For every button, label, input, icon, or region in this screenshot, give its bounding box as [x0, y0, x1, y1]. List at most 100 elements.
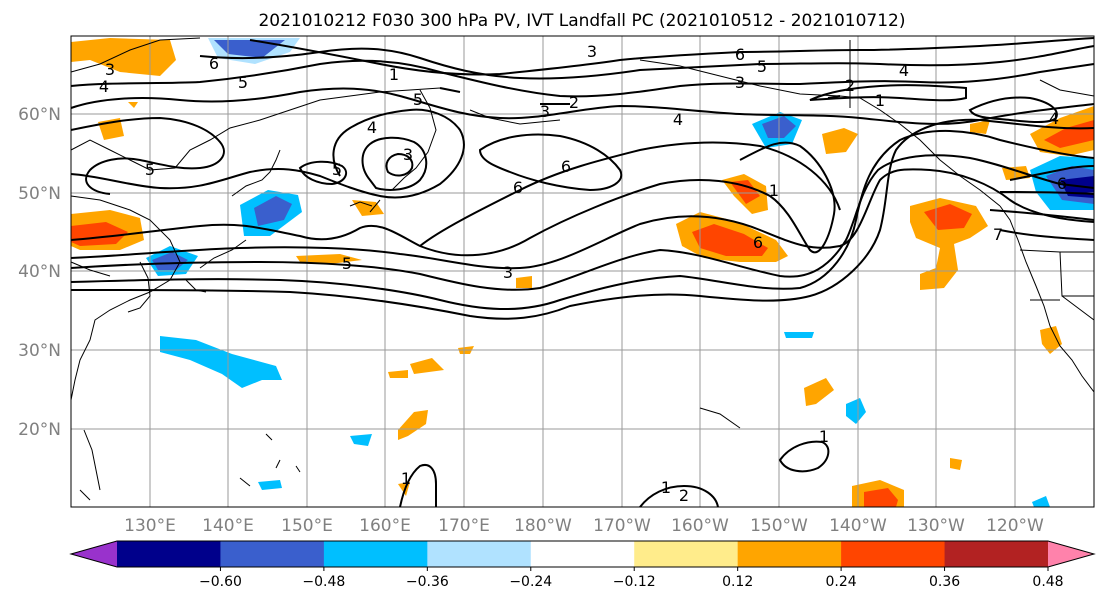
korea-coastline: [127, 261, 151, 313]
contour-label: 3: [503, 263, 513, 282]
pv-contour-line: [778, 440, 830, 473]
colorbar-segment: [117, 541, 221, 567]
pv-contour-line: [249, 37, 1095, 76]
pv-contour-line: [1009, 165, 1095, 181]
colorbar-segment: [737, 541, 842, 567]
contour-label: 6: [753, 233, 763, 252]
contour-label: 4: [899, 61, 909, 80]
negative-anomaly-patch: [214, 40, 285, 58]
pv-contour-line: [361, 136, 428, 191]
lon-label: 160°W: [671, 516, 729, 536]
contour-label: 6: [1057, 174, 1067, 193]
colorbar: −0.60 −0.48 −0.36 −0.24 −0.12 0.12 0.24 0.36 0.4…: [69, 540, 1096, 590]
colorbar-outline: [69, 540, 1096, 568]
lon-label: 150°W: [750, 516, 808, 536]
lon-label: 180°W: [514, 516, 572, 536]
lat-label: 30°N: [18, 341, 61, 361]
positive-anomaly-patch: [410, 358, 444, 374]
latitude-labels: 60°N 50°N 40°N 30°N 20°N: [18, 105, 61, 440]
pv-contour-line: [70, 59, 1095, 98]
colorbar-tick-label: 0.48: [1032, 574, 1063, 590]
pv-contour-line: [419, 141, 841, 247]
positive-anomaly-patch: [864, 488, 898, 507]
negative-anomaly-patch: [254, 196, 292, 226]
positive-anomaly-patch: [398, 410, 428, 440]
pv-contour-line: [399, 464, 437, 508]
colorbar-segment: [530, 541, 635, 567]
colorbar-segment: [220, 541, 325, 567]
colorbar-segment: [427, 541, 532, 567]
pv-contour-line: [809, 84, 967, 102]
lon-label: 170°W: [593, 516, 651, 536]
pv-contour-line: [999, 191, 1095, 195]
colorbar-extend-max: [1048, 541, 1094, 567]
positive-anomaly-patch: [296, 254, 362, 264]
contour-label: 5: [757, 57, 767, 76]
positive-anomaly-patch: [822, 128, 858, 154]
contour-label: 5: [145, 160, 155, 179]
contour-label: 4: [673, 110, 683, 129]
contour-label: 1: [661, 478, 671, 497]
pv-contour-line: [70, 87, 1095, 125]
lat-label: 50°N: [18, 184, 61, 204]
asia-coastline: [70, 37, 441, 401]
island-chain-coastline: [265, 109, 741, 473]
colorbar-tick-label: −0.36: [406, 574, 449, 590]
pv-contour-line: [70, 108, 465, 199]
pv-contour-line: [298, 160, 348, 186]
lon-label: 150°E: [281, 516, 333, 536]
positive-anomaly-patch: [71, 222, 128, 246]
map-frame: [70, 35, 1095, 508]
pv-contour-line: [989, 209, 1095, 221]
pv-contour-line: [70, 168, 1095, 270]
contour-label: 1: [819, 427, 829, 446]
negative-anomaly-patch: [1032, 496, 1050, 507]
contour-label: 4: [99, 77, 109, 96]
pacific-islands: [79, 429, 251, 501]
contour-label: 3: [735, 73, 745, 92]
lon-label: 120°W: [986, 516, 1044, 536]
positive-anomaly-patch: [910, 198, 988, 290]
contour-label: 2: [569, 93, 579, 112]
map-panel: 3 4 6 5 3 1 2 3 6 5 3 2 1 4 4 5 4 3 5 5 …: [70, 35, 1095, 508]
pv-contour-line: [968, 96, 1058, 123]
colorbar-segment: [323, 541, 428, 567]
contour-label: 6: [209, 54, 219, 73]
colorbar-tick-label: 0.24: [826, 574, 857, 590]
negative-anomaly-patch: [152, 252, 188, 270]
lon-label: 130°W: [907, 516, 965, 536]
pv-contour-line: [478, 133, 623, 192]
colorbar-tick-label: −0.24: [509, 574, 552, 590]
pv-contour-line: [199, 45, 1095, 80]
pv-contour-line: [999, 229, 1095, 241]
positive-anomaly-patch: [730, 180, 760, 204]
colorbar-tick-label: −0.60: [199, 574, 242, 590]
positive-anomaly-patch: [352, 200, 384, 216]
lon-label: 130°E: [124, 516, 176, 536]
contour-label: 7: [993, 225, 1003, 244]
contour-label: 3: [540, 102, 550, 121]
pv-contour-line: [385, 152, 414, 177]
negative-anomaly-patch: [350, 434, 372, 446]
contour-label: 5: [413, 90, 423, 109]
us-borders: [1019, 249, 1095, 321]
lat-label: 60°N: [18, 105, 61, 125]
negative-anomaly-patch: [160, 336, 282, 388]
colorbar-segment: [841, 541, 946, 567]
contour-value-labels: 3 4 6 5 3 1 2 3 6 5 3 2 1 4 4 5 4 3 5 5 …: [99, 42, 1067, 505]
positive-anomaly-patch: [128, 102, 138, 108]
contour-label: 6: [735, 45, 745, 64]
positive-anomaly-patch: [950, 458, 962, 470]
colorbar-segment: [634, 541, 739, 567]
positive-anomaly-patch: [1044, 120, 1094, 148]
lat-label: 20°N: [18, 420, 61, 440]
positive-anomaly-patch: [516, 276, 532, 288]
contour-label: 3: [587, 42, 597, 61]
pv-contour-line: [439, 87, 841, 105]
colorbar-ticks: −0.60 −0.48 −0.36 −0.24 −0.12 0.12 0.24 0.36 0.4…: [199, 567, 1064, 590]
negative-anomaly-patch: [846, 398, 866, 424]
contour-label: 2: [845, 76, 855, 95]
negative-anomaly-patch: [784, 332, 814, 338]
positive-anomaly-patch: [804, 378, 834, 406]
contour-label: 1: [769, 181, 779, 200]
